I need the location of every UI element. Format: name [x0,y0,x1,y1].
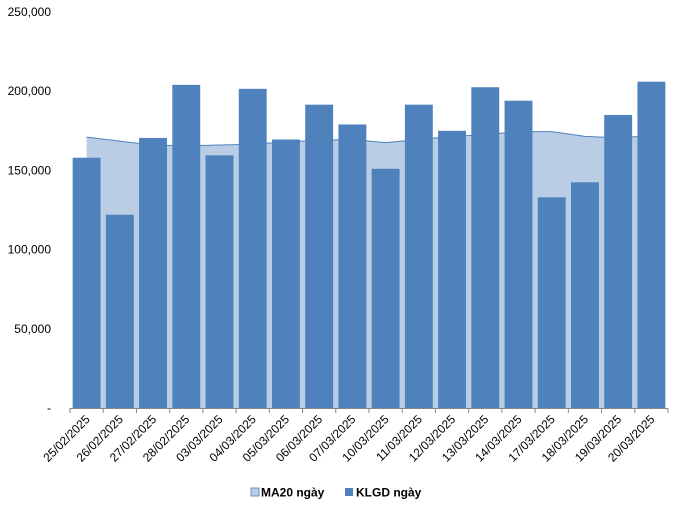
bar-04/03/2025 [238,88,267,408]
bar-05/03/2025 [271,139,300,408]
y-tick-label: 50,000 [14,322,51,336]
bar-06/03/2025 [305,104,334,408]
y-tick-label: 150,000 [8,163,52,177]
bar-03/03/2025 [205,155,234,408]
bar-13/03/2025 [471,87,500,409]
bar-17/03/2025 [537,197,566,408]
bar-25/02/2025 [72,157,101,408]
bar-14/03/2025 [504,100,533,408]
legend-label-klgd: KLGD ngày [356,486,422,500]
y-tick-label: 250,000 [8,5,52,19]
bar-12/03/2025 [438,130,467,409]
bar-26/02/2025 [105,214,134,408]
legend-label-ma20: MA20 ngày [261,486,325,500]
bar-11/03/2025 [404,104,433,408]
ma20-area [86,131,652,409]
bar-19/03/2025 [604,114,633,409]
legend-swatch-klgd [345,488,353,496]
bar-18/03/2025 [570,182,599,408]
bar-07/03/2025 [338,124,367,409]
legend-swatch-ma20 [250,487,260,497]
bar-27/02/2025 [139,137,168,409]
bar-20/03/2025 [637,81,666,409]
bar-28/02/2025 [172,84,201,408]
y-tick-label: - [47,401,51,415]
y-tick-label: 100,000 [8,243,52,257]
bar-10/03/2025 [371,168,400,408]
y-tick-label: 200,000 [8,84,52,98]
